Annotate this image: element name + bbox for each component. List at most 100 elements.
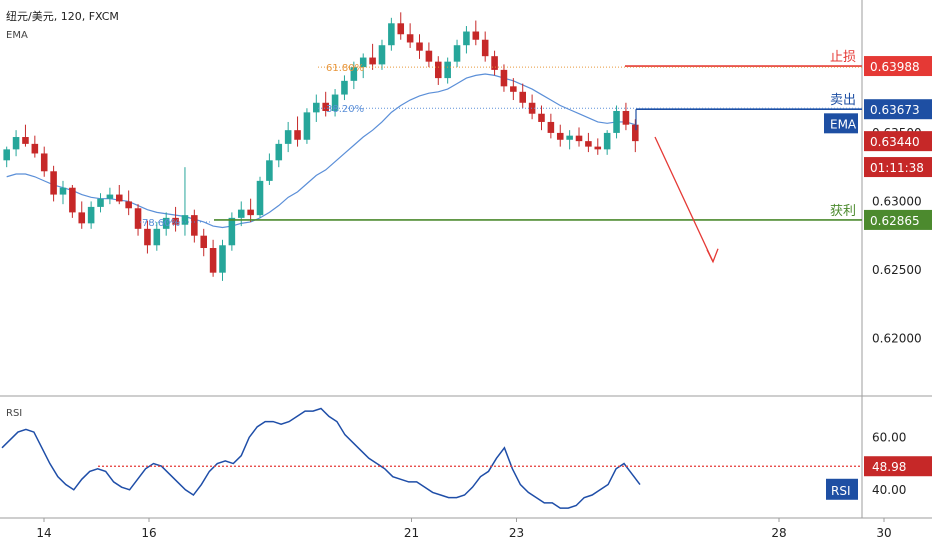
last-price-tag: 0.63440 [870, 135, 920, 149]
arrow-head [706, 248, 719, 264]
candle-body [519, 91, 527, 103]
time-tick-label: 16 [141, 526, 156, 540]
candle-body [134, 208, 142, 229]
candle-body [369, 57, 376, 65]
candle-body [406, 34, 414, 43]
candle-body [284, 130, 292, 144]
candle-body [444, 61, 451, 79]
candle-body [247, 209, 254, 216]
candle-body [97, 198, 104, 207]
candle-body [125, 201, 132, 209]
price-tick-label: 0.62500 [872, 263, 922, 277]
candle-body [594, 146, 602, 150]
fib-level-label: 38.20% [326, 104, 364, 115]
time-axis[interactable]: 14162123283011月 [36, 518, 932, 540]
sell-price-tag: 0.63673 [870, 103, 920, 117]
candle-body [115, 194, 123, 202]
candle-body [510, 86, 517, 92]
candle-body [144, 228, 151, 246]
candle-body [585, 141, 592, 147]
price-tick-label: 0.63000 [872, 194, 922, 208]
rsi-pane: 40.00 60.00 48.98 RSI [1, 407, 932, 509]
candle-body [556, 132, 564, 140]
ema-indicator-label: EMA [6, 30, 28, 41]
candle-body [209, 248, 217, 273]
candlestick-series [3, 12, 639, 281]
candle-body [200, 235, 208, 249]
ema-line-layer [6, 73, 636, 229]
last-price-tag-bg [864, 131, 932, 152]
candle-body [378, 45, 386, 65]
candle-body [622, 110, 630, 125]
candle-body [425, 50, 433, 62]
rsi-tick-label: 60.00 [872, 430, 906, 444]
candle-body [434, 61, 442, 79]
stop-price-tag-bg [864, 56, 932, 77]
rsi-level-tag-bg [864, 456, 932, 477]
candle-body [22, 137, 29, 144]
candle-body [547, 121, 555, 133]
forecast-arrow [654, 136, 719, 264]
candle-body [575, 135, 583, 142]
ema-tag-bg [824, 113, 858, 134]
candle-body [313, 102, 320, 113]
rsi-level-tag: 48.98 [872, 460, 906, 474]
candle-body [481, 39, 489, 57]
candle-body [472, 31, 480, 40]
time-tick-label: 23 [509, 526, 524, 540]
candle-body [341, 80, 348, 95]
candle-body [256, 180, 264, 216]
candle-body [528, 102, 536, 114]
candle-body [538, 113, 545, 122]
candle-body [237, 209, 245, 218]
candle-body [359, 57, 367, 68]
candle-body [632, 124, 639, 142]
candle-body [388, 23, 395, 46]
stop-label: 止损 [830, 50, 856, 65]
candle-body [40, 153, 48, 172]
candle-body [331, 94, 339, 111]
candle-body [603, 132, 611, 150]
take-profit-price-tag: 0.62865 [870, 214, 920, 228]
time-tick-label: 14 [36, 526, 51, 540]
candle-body [12, 137, 20, 150]
rsi-tag-bg [826, 478, 858, 500]
price-tick-label: 0.62000 [872, 331, 922, 345]
price-tags: 0.63988 0.63673 0.62865 EMA 0.63440 01:11:38 [824, 56, 932, 230]
fib-level-label: 61.80% [326, 63, 364, 74]
take-profit-label: 获利 [830, 204, 856, 219]
time-tick-label: 28 [771, 526, 786, 540]
candle-body [228, 217, 236, 246]
candle-body [322, 102, 329, 111]
candle-body [69, 187, 76, 213]
candle-body [500, 69, 508, 87]
candle-body [613, 110, 620, 133]
ema-line [6, 73, 636, 229]
candle-body [87, 206, 95, 224]
candle-body [59, 187, 67, 195]
ema-tag: EMA [830, 117, 857, 131]
candle-body [153, 228, 161, 246]
rsi-line [1, 407, 641, 509]
candle-body [78, 212, 86, 224]
candle-body [463, 31, 470, 46]
time-tick-label: 21 [404, 526, 419, 540]
candle-body [397, 23, 405, 35]
countdown-tag: 01:11:38 [870, 161, 924, 175]
arrow-shaft [654, 136, 714, 262]
countdown-tag-bg [864, 157, 932, 178]
candle-body [350, 67, 358, 81]
candle-body [416, 42, 423, 51]
candle-body [266, 160, 273, 181]
candle-body [3, 149, 10, 161]
take-profit-price-tag-bg [864, 209, 932, 230]
stop-price-tag: 0.63988 [870, 60, 920, 74]
candle-body [303, 112, 311, 140]
rsi-tick-label: 40.00 [872, 483, 906, 497]
candle-body [50, 171, 57, 195]
candle-body [181, 215, 189, 225]
candle-body [162, 217, 170, 229]
